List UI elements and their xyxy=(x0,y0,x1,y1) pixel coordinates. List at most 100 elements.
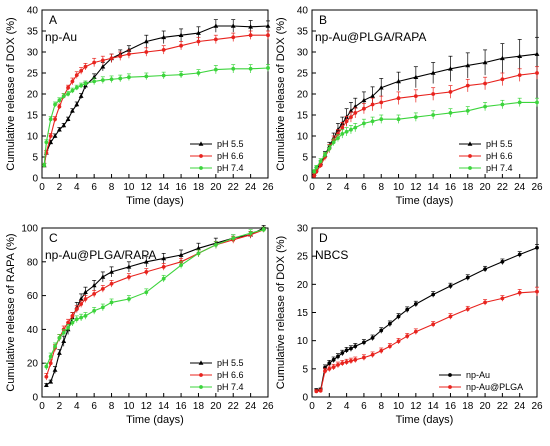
data-point xyxy=(74,317,79,322)
data-point xyxy=(340,351,345,355)
data-point xyxy=(370,335,375,340)
data-point xyxy=(396,339,401,344)
data-point xyxy=(144,50,149,54)
y-tick-label: 25 xyxy=(297,69,309,80)
data-point xyxy=(65,116,71,121)
panel-b: 0 2 4 6 8 10 12 14 16 18 20 22 24 260510152025303540T… xyxy=(275,6,543,208)
data-point xyxy=(230,23,236,28)
x-tick-label: 26 xyxy=(262,401,274,412)
x-tick-label: 16 xyxy=(176,182,188,193)
legend-marker xyxy=(198,360,204,365)
data-point xyxy=(465,307,470,312)
data-point xyxy=(500,102,505,107)
y-tick-label: 10 xyxy=(297,336,309,347)
data-point xyxy=(74,307,79,312)
data-point xyxy=(448,111,453,115)
x-tick-label: 16 xyxy=(445,182,457,193)
data-point xyxy=(53,117,57,122)
data-point xyxy=(48,117,53,122)
data-point xyxy=(396,314,401,319)
data-point xyxy=(213,37,218,42)
data-point xyxy=(323,369,327,373)
data-point xyxy=(318,388,323,393)
x-axis-label: Time (days) xyxy=(126,414,184,426)
data-point xyxy=(331,365,336,370)
y-tick-label: 20 xyxy=(297,90,309,101)
y-tick-label: 40 xyxy=(27,6,39,17)
data-point xyxy=(92,60,97,65)
data-point xyxy=(405,307,410,312)
y-tick-label: 30 xyxy=(27,48,39,59)
data-point xyxy=(344,360,349,364)
data-point xyxy=(465,62,471,68)
data-point xyxy=(161,73,166,78)
data-point xyxy=(379,117,384,122)
data-point xyxy=(336,362,340,367)
panel-letter: C xyxy=(49,231,58,245)
data-point xyxy=(431,92,436,96)
data-point xyxy=(261,227,266,232)
x-tick-label: 12 xyxy=(141,182,153,193)
data-point xyxy=(178,252,184,257)
data-point xyxy=(66,92,70,96)
data-point xyxy=(349,346,353,351)
data-point xyxy=(126,264,132,269)
x-tick-label: 10 xyxy=(393,182,405,193)
data-point xyxy=(483,267,487,272)
x-tick-label: 26 xyxy=(531,182,543,193)
x-tick-label: 4 xyxy=(74,401,80,412)
data-point xyxy=(331,357,336,362)
x-tick-label: 22 xyxy=(228,182,240,193)
x-tick-label: 14 xyxy=(428,401,440,412)
data-point xyxy=(370,93,375,98)
y-tick-label: 100 xyxy=(21,224,38,235)
data-point xyxy=(500,296,505,301)
series-line xyxy=(316,291,538,392)
x-tick-label: 22 xyxy=(497,401,509,412)
series-np-au xyxy=(314,243,539,393)
data-point xyxy=(336,136,340,141)
data-point xyxy=(213,23,219,28)
data-point xyxy=(70,79,75,84)
data-point xyxy=(42,163,47,168)
legend-marker xyxy=(199,373,203,377)
data-point xyxy=(61,330,66,335)
legend-label: pH 7.4 xyxy=(217,163,244,173)
x-tick-label: 10 xyxy=(393,401,405,412)
data-point xyxy=(336,354,340,359)
x-tick-label: 18 xyxy=(462,401,474,412)
y-tick-label: 15 xyxy=(27,111,39,122)
data-point xyxy=(70,108,75,113)
x-tick-label: 16 xyxy=(176,401,188,412)
y-tick-label: 40 xyxy=(27,325,39,336)
x-tick-label: 12 xyxy=(410,401,422,412)
data-point xyxy=(74,101,80,107)
data-point xyxy=(231,66,236,71)
data-point xyxy=(265,23,271,28)
data-point xyxy=(109,56,114,61)
data-point xyxy=(349,115,353,119)
data-point xyxy=(431,322,436,327)
data-point xyxy=(353,111,358,115)
data-point xyxy=(66,85,70,90)
data-point xyxy=(44,140,49,145)
x-tick-label: 14 xyxy=(428,182,440,193)
data-point xyxy=(100,286,105,291)
panel-title: NBCS xyxy=(315,248,348,262)
data-point xyxy=(161,276,166,281)
data-point xyxy=(405,334,410,339)
data-point xyxy=(178,32,184,37)
data-point xyxy=(431,113,436,117)
data-point xyxy=(500,259,505,264)
data-point xyxy=(314,165,319,170)
data-point xyxy=(161,34,167,40)
data-point xyxy=(413,329,418,334)
data-point xyxy=(327,366,332,371)
data-point xyxy=(48,379,54,384)
data-point xyxy=(70,320,75,325)
data-point xyxy=(100,274,106,279)
data-point xyxy=(535,289,539,294)
legend-label: pH 6.6 xyxy=(217,370,244,380)
x-tick-label: 2 xyxy=(327,182,333,193)
